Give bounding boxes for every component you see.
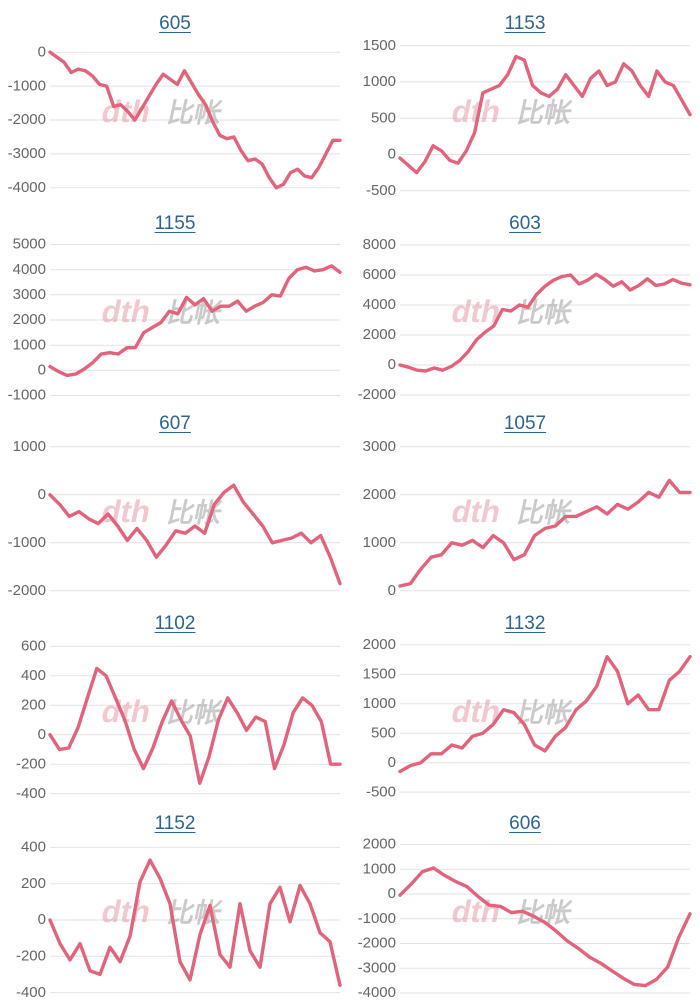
svg-text:0: 0 xyxy=(388,146,396,163)
svg-text:0: 0 xyxy=(388,885,396,902)
svg-text:比帐: 比帐 xyxy=(165,97,226,128)
svg-text:2000: 2000 xyxy=(363,486,396,503)
svg-text:dth: dth xyxy=(448,894,504,929)
svg-text:500: 500 xyxy=(371,109,396,126)
svg-text:1000: 1000 xyxy=(13,336,46,353)
svg-text:-1000: -1000 xyxy=(8,77,46,94)
svg-text:4000: 4000 xyxy=(363,296,396,313)
svg-text:2000: 2000 xyxy=(363,836,396,853)
svg-text:3000: 3000 xyxy=(13,286,46,303)
svg-text:-400: -400 xyxy=(16,984,46,1000)
svg-text:-400: -400 xyxy=(16,785,46,800)
svg-text:-1000: -1000 xyxy=(8,387,46,400)
svg-text:-2000: -2000 xyxy=(358,935,396,952)
svg-text:400: 400 xyxy=(21,839,46,856)
svg-text:-3000: -3000 xyxy=(8,145,46,162)
svg-text:dth: dth xyxy=(98,294,154,329)
svg-text:-4000: -4000 xyxy=(358,984,396,1000)
svg-text:600: 600 xyxy=(21,638,46,655)
svg-text:-200: -200 xyxy=(16,755,46,772)
svg-text:-1000: -1000 xyxy=(8,534,46,551)
svg-text:200: 200 xyxy=(21,875,46,892)
svg-text:-2000: -2000 xyxy=(358,386,396,400)
svg-text:-1000: -1000 xyxy=(358,910,396,927)
svg-text:-500: -500 xyxy=(366,182,396,199)
svg-text:0: 0 xyxy=(388,582,396,599)
svg-text:500: 500 xyxy=(371,724,396,741)
svg-text:4000: 4000 xyxy=(13,261,46,278)
svg-text:6000: 6000 xyxy=(363,266,396,283)
svg-text:-500: -500 xyxy=(366,783,396,800)
svg-text:1000: 1000 xyxy=(363,73,396,90)
svg-text:1000: 1000 xyxy=(13,438,46,455)
svg-text:dth: dth xyxy=(98,494,154,529)
svg-text:1500: 1500 xyxy=(363,666,396,683)
svg-text:-2000: -2000 xyxy=(8,582,46,599)
svg-text:0: 0 xyxy=(38,486,46,503)
svg-text:1000: 1000 xyxy=(363,860,396,877)
svg-text:1000: 1000 xyxy=(363,695,396,712)
svg-text:0: 0 xyxy=(388,754,396,771)
svg-text:-200: -200 xyxy=(16,948,46,965)
svg-text:8000: 8000 xyxy=(363,236,396,253)
svg-text:dth: dth xyxy=(448,494,504,529)
svg-text:比帐: 比帐 xyxy=(515,497,576,528)
svg-text:200: 200 xyxy=(21,697,46,714)
svg-text:3000: 3000 xyxy=(363,438,396,455)
svg-text:dth: dth xyxy=(98,894,154,929)
svg-text:0: 0 xyxy=(38,362,46,379)
svg-text:0: 0 xyxy=(38,911,46,928)
svg-text:2000: 2000 xyxy=(13,311,46,328)
svg-text:-4000: -4000 xyxy=(8,179,46,196)
svg-text:-3000: -3000 xyxy=(358,960,396,977)
svg-text:2000: 2000 xyxy=(363,326,396,343)
svg-text:400: 400 xyxy=(21,667,46,684)
svg-text:0: 0 xyxy=(38,726,46,743)
svg-text:1000: 1000 xyxy=(363,534,396,551)
svg-text:5000: 5000 xyxy=(13,236,46,253)
svg-text:0: 0 xyxy=(38,43,46,60)
svg-text:比帐: 比帐 xyxy=(515,297,576,328)
svg-text:0: 0 xyxy=(388,356,396,373)
svg-text:1500: 1500 xyxy=(363,37,396,54)
svg-text:比帐: 比帐 xyxy=(515,97,576,128)
svg-text:-2000: -2000 xyxy=(8,111,46,128)
svg-text:2000: 2000 xyxy=(363,636,396,653)
